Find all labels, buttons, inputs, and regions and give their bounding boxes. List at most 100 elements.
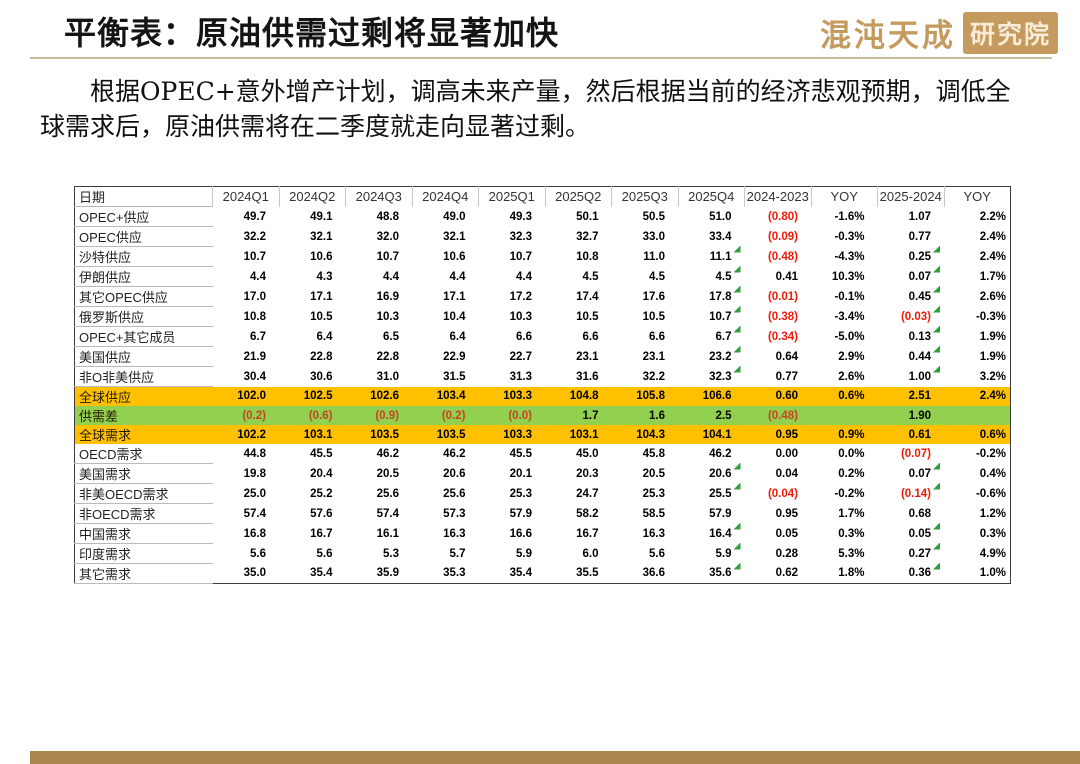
table-cell: 36.6 bbox=[642, 567, 665, 580]
table-cell: 0.60 bbox=[744, 386, 811, 406]
table-cell: (0.38) bbox=[767, 310, 798, 323]
row-label: 供需差 bbox=[74, 406, 213, 425]
table-cell: 6.5 bbox=[383, 330, 399, 343]
page-title: 平衡表：原油供需过剩将显著加快 bbox=[64, 14, 560, 52]
table-cell bbox=[944, 406, 1011, 425]
green-flag-icon bbox=[933, 245, 940, 253]
table-cell: 1.0% bbox=[979, 567, 1006, 580]
table-row: 非OECD需求 57.4 57.6 57.4 57.3 57.9 58.2 58.5 57.9 0… bbox=[74, 503, 1011, 524]
table-cell: 11.0 bbox=[643, 250, 665, 263]
row-label: OECD需求 bbox=[74, 444, 213, 464]
green-flag-icon bbox=[933, 305, 940, 313]
table-cell: 31.6 bbox=[576, 370, 599, 383]
table-row: OECD需求 44.8 45.5 46.2 46.2 45.5 45.0 45.8 46.2 0.… bbox=[74, 444, 1011, 464]
table-cell: 32.2 bbox=[642, 370, 665, 383]
table-cell: -0.2% bbox=[834, 487, 865, 500]
table-cell: 24.7 bbox=[576, 487, 599, 500]
table-cell: 103.5 bbox=[412, 425, 479, 444]
row-label: 美国需求 bbox=[74, 463, 213, 484]
table-cell: 23.2 bbox=[678, 345, 745, 367]
table-cell: 25.6 bbox=[376, 487, 399, 500]
table-cell: 20.6 bbox=[678, 462, 745, 484]
table-cell: 0.36 bbox=[878, 562, 945, 584]
table-cell: 6.6 bbox=[516, 330, 532, 343]
table-row: 俄罗斯供应 10.8 10.5 10.3 10.4 10.3 10.5 10.5 10.7 (0.… bbox=[74, 305, 1011, 327]
table-cell: 0.95 bbox=[744, 425, 811, 444]
table-cell: 16.8 bbox=[243, 527, 266, 540]
table-cell: 0.95 bbox=[775, 507, 798, 520]
table-cell: 6.6 bbox=[582, 330, 599, 343]
table-cell: 31.0 bbox=[376, 370, 399, 383]
table-row: 供需差 (0.2) (0.6) (0.9) (0.2) (0.0) 1.7 1.6 2.5 (0.… bbox=[74, 406, 1011, 425]
table-cell: 0.28 bbox=[775, 547, 798, 560]
table-cell: -3.4% bbox=[834, 310, 865, 323]
table-cell: 102.2 bbox=[212, 425, 279, 444]
table-cell: 20.4 bbox=[310, 467, 333, 480]
table-cell: 10.3% bbox=[831, 270, 865, 283]
table-cell: 1.9% bbox=[979, 350, 1006, 363]
table-cell: 1.7% bbox=[838, 507, 865, 520]
col-header: 2024-2023 bbox=[744, 186, 812, 207]
table-cell: 0.3% bbox=[838, 527, 865, 540]
table-cell: 0.64 bbox=[775, 350, 798, 363]
row-label: 中国需求 bbox=[74, 523, 213, 544]
table-cell: 4.5 bbox=[649, 270, 665, 283]
table-cell: 0.68 bbox=[908, 507, 931, 520]
green-flag-icon bbox=[933, 365, 940, 373]
table-cell: 0.0% bbox=[838, 447, 865, 460]
green-flag-icon bbox=[933, 265, 940, 273]
green-flag-icon bbox=[933, 345, 940, 353]
row-label: 其它OPEC供应 bbox=[74, 286, 213, 307]
green-flag-icon bbox=[733, 522, 741, 530]
col-header: 2024Q2 bbox=[279, 186, 346, 207]
table-cell: 20.3 bbox=[576, 467, 599, 480]
row-label: 伊朗供应 bbox=[74, 266, 213, 287]
brand-logo: 混沌天成 研究院 bbox=[820, 10, 1058, 55]
table-cell: 33.4 bbox=[709, 230, 732, 243]
table-cell: 45.5 bbox=[509, 447, 532, 460]
table-cell: 3.2% bbox=[979, 370, 1006, 383]
table-cell bbox=[811, 406, 878, 425]
table-cell: 2.4% bbox=[979, 230, 1006, 243]
table-cell: 45.5 bbox=[310, 447, 333, 460]
table-cell: (0.07) bbox=[900, 447, 931, 460]
table-row: 全球供应 102.0 102.5 102.6 103.4 103.3 104.8 105.8 1… bbox=[74, 386, 1011, 406]
table-cell: 0.9% bbox=[811, 425, 878, 444]
table-row: 沙特供应 10.7 10.6 10.7 10.6 10.7 10.8 11.0 11.1 (0.4… bbox=[74, 245, 1011, 267]
table-cell: 0.41 bbox=[775, 270, 798, 283]
table-cell: 1.9% bbox=[979, 330, 1006, 343]
table-row: OPEC+供应 49.7 49.1 48.8 49.0 49.3 50.1 50.5 51.0 (… bbox=[74, 206, 1011, 227]
table-cell: (0.04) bbox=[767, 487, 798, 500]
table-cell: 35.9 bbox=[376, 567, 399, 580]
table-row: 其它OPEC供应 17.0 17.1 16.9 17.1 17.2 17.4 17.6 17.8… bbox=[74, 285, 1011, 307]
table-cell: 0.07 bbox=[878, 462, 945, 484]
table-cell: 2.4% bbox=[944, 386, 1011, 406]
row-label: 其它需求 bbox=[74, 563, 213, 584]
table-cell: 57.4 bbox=[243, 507, 266, 520]
table-cell: 5.3 bbox=[383, 547, 399, 560]
table-cell: 57.4 bbox=[376, 507, 399, 520]
table-cell: 6.7 bbox=[678, 325, 745, 347]
table-cell: 19.8 bbox=[243, 467, 266, 480]
table-cell: 2.51 bbox=[877, 386, 944, 406]
table-cell: 103.3 bbox=[478, 386, 545, 406]
table-cell: 35.6 bbox=[678, 562, 745, 584]
table-cell: 16.9 bbox=[376, 290, 399, 303]
row-label: 沙特供应 bbox=[74, 246, 213, 267]
table-cell: 17.6 bbox=[642, 290, 665, 303]
table-cell: 11.1 bbox=[678, 245, 745, 267]
table-cell: 10.7 bbox=[509, 250, 532, 263]
table-cell: 103.1 bbox=[279, 425, 346, 444]
table-cell: 10.3 bbox=[509, 310, 532, 323]
table-cell: 0.25 bbox=[878, 245, 945, 267]
table-cell: 16.7 bbox=[576, 527, 599, 540]
green-flag-icon bbox=[733, 265, 741, 273]
green-flag-icon bbox=[933, 285, 940, 293]
col-header: 2025Q1 bbox=[478, 186, 546, 207]
table-cell: 20.5 bbox=[376, 467, 399, 480]
table-cell: 49.0 bbox=[443, 210, 466, 223]
green-flag-icon bbox=[733, 365, 741, 373]
table-cell: 1.2% bbox=[979, 507, 1006, 520]
table-cell: 58.2 bbox=[576, 507, 599, 520]
table-row: 全球需求 102.2 103.1 103.5 103.5 103.3 103.1 104.3 1… bbox=[74, 425, 1011, 444]
